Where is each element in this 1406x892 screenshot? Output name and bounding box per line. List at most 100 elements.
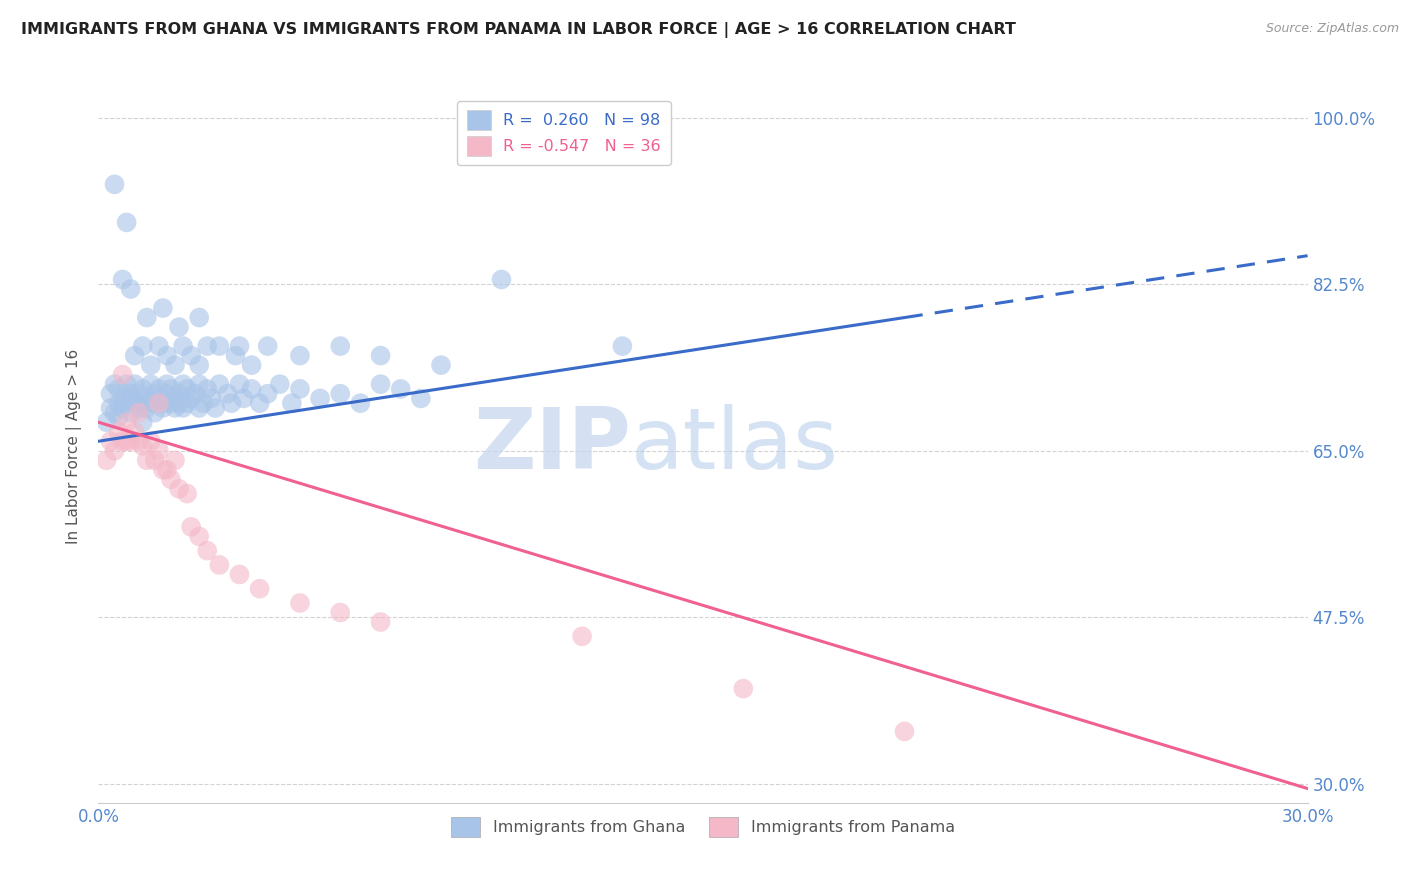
Point <box>167 482 190 496</box>
Point <box>180 520 202 534</box>
Point <box>288 596 311 610</box>
Point <box>349 396 371 410</box>
Point <box>188 310 211 325</box>
Point <box>188 358 211 372</box>
Point <box>176 382 198 396</box>
Point <box>160 472 183 486</box>
Point <box>107 396 129 410</box>
Point <box>228 377 250 392</box>
Point <box>193 396 215 410</box>
Point <box>228 567 250 582</box>
Point <box>491 272 513 286</box>
Point <box>195 382 218 396</box>
Point <box>139 396 162 410</box>
Point <box>139 377 162 392</box>
Point <box>128 396 150 410</box>
Point <box>309 392 332 406</box>
Point <box>111 392 134 406</box>
Point <box>188 529 211 543</box>
Point <box>115 415 138 429</box>
Y-axis label: In Labor Force | Age > 16: In Labor Force | Age > 16 <box>66 349 83 543</box>
Point <box>132 339 155 353</box>
Point <box>249 396 271 410</box>
Point <box>111 272 134 286</box>
Point <box>240 358 263 372</box>
Point <box>103 377 125 392</box>
Point <box>329 606 352 620</box>
Point <box>96 415 118 429</box>
Point <box>208 377 231 392</box>
Point <box>148 382 170 396</box>
Point <box>103 178 125 192</box>
Point <box>160 382 183 396</box>
Point <box>172 401 194 415</box>
Point <box>148 339 170 353</box>
Point <box>156 349 179 363</box>
Point <box>107 425 129 439</box>
Point <box>152 463 174 477</box>
Point <box>100 386 122 401</box>
Point <box>135 401 157 415</box>
Point <box>96 453 118 467</box>
Point <box>409 392 432 406</box>
Point <box>208 339 231 353</box>
Point <box>111 368 134 382</box>
Point <box>148 392 170 406</box>
Point <box>281 396 304 410</box>
Point <box>389 382 412 396</box>
Point <box>135 453 157 467</box>
Point <box>329 339 352 353</box>
Point <box>163 392 186 406</box>
Point <box>115 215 138 229</box>
Point <box>256 339 278 353</box>
Point <box>124 396 146 410</box>
Text: IMMIGRANTS FROM GHANA VS IMMIGRANTS FROM PANAMA IN LABOR FORCE | AGE > 16 CORREL: IMMIGRANTS FROM GHANA VS IMMIGRANTS FROM… <box>21 22 1017 38</box>
Point <box>167 320 190 334</box>
Point <box>240 382 263 396</box>
Point <box>139 434 162 449</box>
Point <box>893 724 915 739</box>
Point <box>163 453 186 467</box>
Point <box>143 406 166 420</box>
Point <box>107 410 129 425</box>
Point <box>167 396 190 410</box>
Point <box>188 401 211 415</box>
Point <box>135 392 157 406</box>
Point <box>180 392 202 406</box>
Point <box>107 382 129 396</box>
Point <box>152 401 174 415</box>
Point <box>221 396 243 410</box>
Text: Source: ZipAtlas.com: Source: ZipAtlas.com <box>1265 22 1399 36</box>
Point <box>128 386 150 401</box>
Point <box>120 386 142 401</box>
Point <box>115 377 138 392</box>
Point <box>156 386 179 401</box>
Point <box>217 386 239 401</box>
Point <box>139 358 162 372</box>
Point <box>232 392 254 406</box>
Point <box>612 339 634 353</box>
Point <box>148 396 170 410</box>
Point <box>143 453 166 467</box>
Point <box>329 386 352 401</box>
Point <box>132 382 155 396</box>
Point <box>111 434 134 449</box>
Point <box>120 392 142 406</box>
Point <box>176 396 198 410</box>
Point <box>288 349 311 363</box>
Point <box>128 401 150 415</box>
Point <box>132 439 155 453</box>
Point <box>152 301 174 315</box>
Point <box>156 463 179 477</box>
Legend: Immigrants from Ghana, Immigrants from Panama: Immigrants from Ghana, Immigrants from P… <box>443 809 963 845</box>
Point <box>224 349 246 363</box>
Point <box>195 339 218 353</box>
Point <box>163 401 186 415</box>
Point <box>135 310 157 325</box>
Point <box>111 401 134 415</box>
Text: atlas: atlas <box>630 404 838 488</box>
Point <box>120 434 142 449</box>
Point <box>148 443 170 458</box>
Point <box>115 434 138 449</box>
Point <box>100 401 122 415</box>
